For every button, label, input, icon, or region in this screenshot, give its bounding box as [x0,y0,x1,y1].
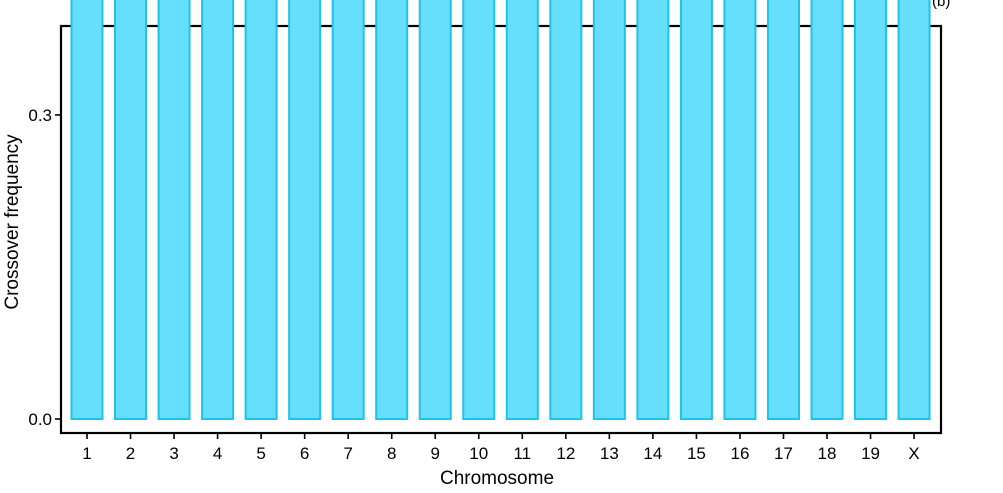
x-tick-label: 6 [300,444,309,463]
bar-19 [854,0,888,420]
x-tick-label: 13 [600,444,619,463]
corner-label: (b) [932,0,950,10]
bar-13 [592,0,626,421]
x-tick-label: 9 [431,444,440,463]
bar-10 [462,0,496,420]
bar-11 [505,0,539,420]
x-tick-label: 8 [387,444,396,463]
x-tick-label: X [908,444,919,463]
bar-17 [766,0,800,420]
bar-2 [114,0,148,421]
bar-12 [549,0,583,421]
bar-X [897,0,931,420]
bar-7 [331,0,365,420]
bar-8 [375,0,409,420]
x-axis: 1 2 3 4 5 6 7 8 9 10 11 12 13 14 15 16 17 18 19 X [82,433,920,463]
y-tick-label: 0.3 [28,106,52,125]
x-tick-label: 18 [818,444,837,463]
x-tick-label: 15 [687,444,706,463]
bar-1 [70,0,104,420]
x-tick-label: 11 [513,444,531,463]
bar-3 [157,0,191,421]
x-tick-label: 2 [126,444,135,463]
bars-group: 1.0160.8630.8240.9250.8080.7760.7690.545… [70,0,931,421]
x-tick-label: 7 [343,444,352,463]
bar-5 [244,0,278,420]
x-axis-title: Chromosome [440,468,554,488]
bar-15 [679,0,713,420]
bar-4 [201,0,235,420]
bar-14 [636,0,670,420]
y-axis: 0.00.30.60.9 [28,106,61,429]
y-axis-title: Crossover frequency [2,134,23,310]
x-tick-label: 16 [730,444,749,463]
x-tick-label: 4 [213,444,222,463]
bar-9 [418,0,452,421]
bar-16 [723,0,757,420]
x-tick-label: 3 [169,444,178,463]
x-tick-label: 1 [82,444,91,463]
x-tick-label: 17 [774,444,793,463]
plot-frame [59,24,943,435]
y-tick-label: 0.0 [28,410,52,429]
bar-6 [288,0,322,420]
x-tick-label: 5 [256,444,265,463]
x-tick-label: 12 [556,444,575,463]
x-tick-label: 14 [643,444,662,463]
x-tick-label: 10 [469,444,488,463]
x-tick-label: 19 [861,444,880,463]
bar-18 [810,0,844,420]
